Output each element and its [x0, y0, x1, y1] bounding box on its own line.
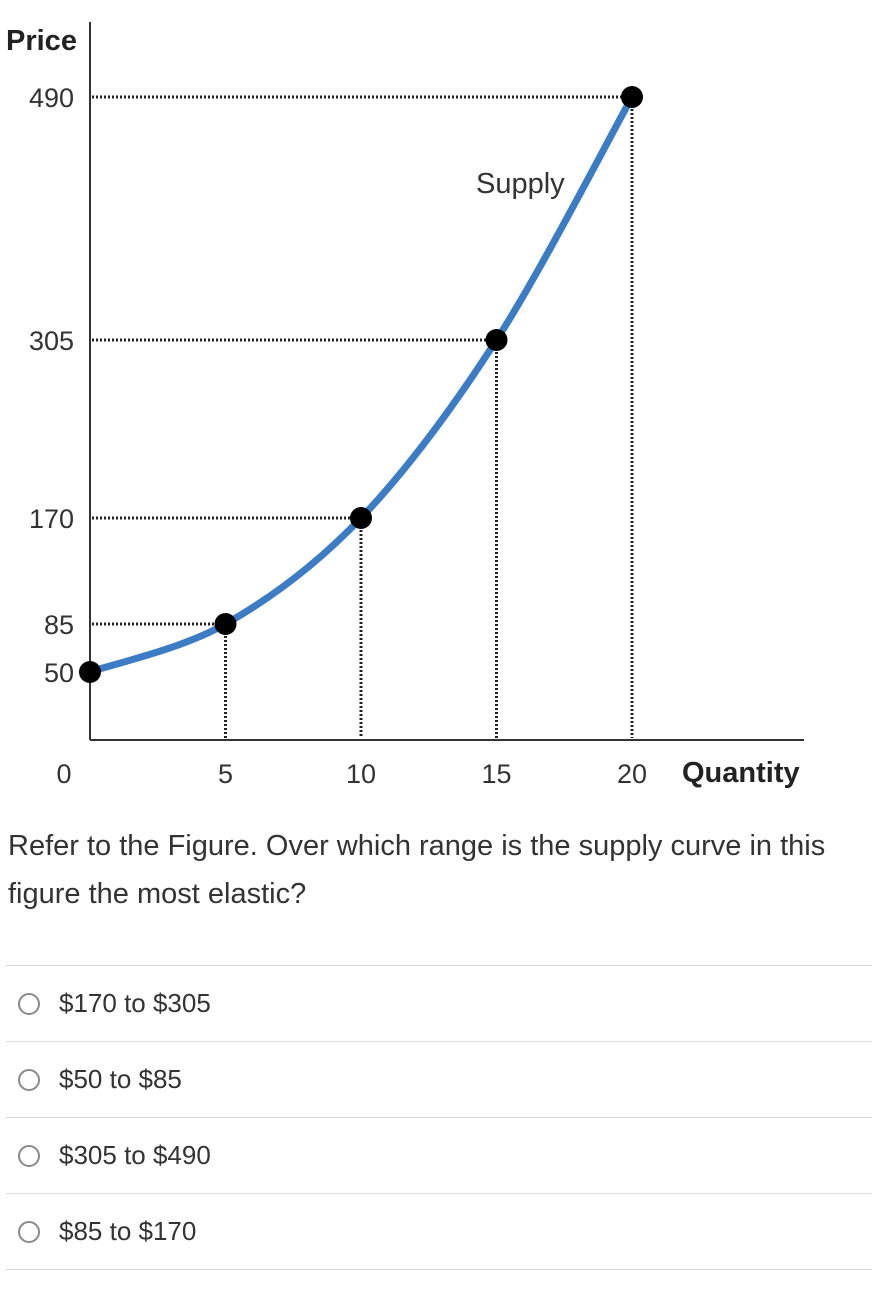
- radio-button[interactable]: [18, 1144, 40, 1167]
- data-point: [485, 329, 508, 351]
- option-2[interactable]: $50 to $85: [6, 1042, 872, 1118]
- y-tick-labels: 50 85 170 305 490: [29, 83, 74, 688]
- y-tick-label: 305: [29, 326, 74, 356]
- radio-button[interactable]: [18, 1068, 40, 1091]
- x-tick-label: 10: [346, 759, 376, 789]
- data-points: [79, 86, 643, 683]
- series-label-supply: Supply: [476, 168, 565, 200]
- x-tick-labels: 0 5 10 15 20: [56, 759, 647, 789]
- x-tick-label: 20: [617, 759, 647, 789]
- data-point: [350, 507, 372, 529]
- x-tick-label: 15: [481, 759, 511, 789]
- y-axis-label: Price: [6, 25, 77, 57]
- radio-button[interactable]: [18, 1220, 40, 1243]
- question-text: Refer to the Figure. Over which range is…: [8, 830, 826, 910]
- y-tick-label: 50: [44, 658, 74, 688]
- option-label: $170 to $305: [59, 988, 211, 1018]
- option-4[interactable]: $85 to $170: [6, 1194, 872, 1270]
- x-tick-label: 0: [56, 759, 71, 789]
- y-tick-label: 170: [29, 504, 74, 534]
- x-axis-label: Quantity: [682, 757, 800, 789]
- radio-button[interactable]: [18, 992, 40, 1015]
- data-point: [79, 661, 101, 683]
- option-label: $305 to $490: [59, 1140, 211, 1170]
- answer-options: $170 to $305 $50 to $85 $305 to $490 $85…: [6, 965, 872, 1270]
- option-1[interactable]: $170 to $305: [6, 966, 872, 1042]
- dotted-guide-lines: [92, 95, 634, 738]
- data-point: [214, 613, 237, 635]
- y-tick-label: 85: [44, 610, 74, 640]
- data-point: [621, 86, 643, 108]
- supply-curve: [86, 93, 636, 676]
- option-3[interactable]: $305 to $490: [6, 1118, 872, 1194]
- x-tick-label: 5: [218, 759, 233, 789]
- option-label: $85 to $170: [59, 1216, 197, 1246]
- y-tick-label: 490: [29, 83, 74, 113]
- supply-curve-chart: 50 85 170 305 490 0 5 10 15 20 Price Quantity Su…: [6, 22, 804, 789]
- option-label: $50 to $85: [59, 1064, 182, 1094]
